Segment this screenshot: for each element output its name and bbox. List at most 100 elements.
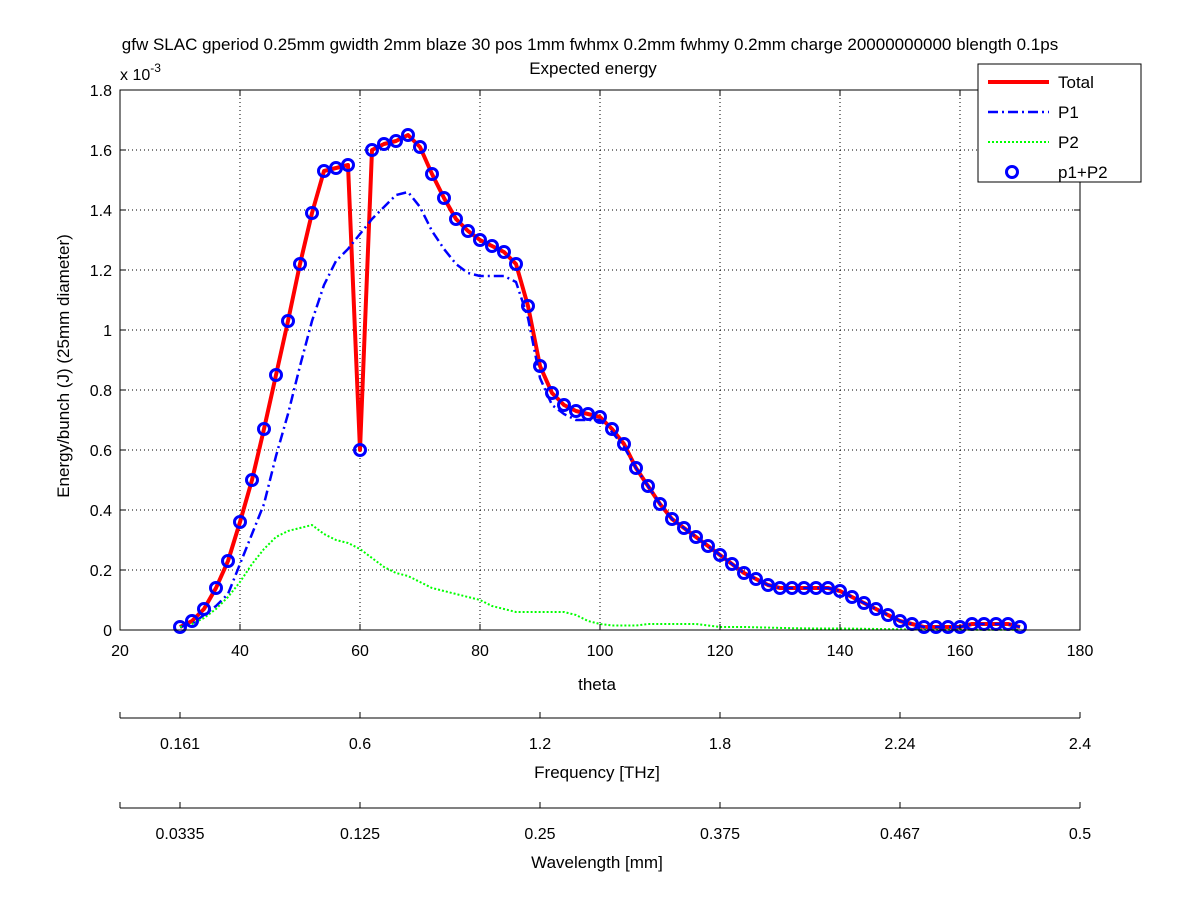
data-point-p1-p2	[533, 359, 547, 373]
data-point-p1-p2	[185, 614, 199, 628]
y-tick-label: 1	[103, 323, 112, 340]
data-point-p1-p2	[593, 410, 607, 424]
data-point-p1-p2	[641, 479, 655, 493]
data-point-p1-p2	[341, 158, 355, 172]
data-point-p1-p2	[473, 233, 487, 247]
data-point-p1-p2	[257, 422, 271, 436]
data-point-p1-p2	[557, 398, 571, 412]
secondary-tick-label: 1.2	[529, 736, 551, 753]
y-tick-label: 0.4	[90, 503, 112, 520]
data-point-p1-p2	[353, 443, 367, 457]
secondary-axis-2: 0.0335 0.125 0.25 0.375 0.467 0.5 Wavelength […	[119, 802, 1091, 872]
data-point-p1-p2	[737, 566, 751, 580]
data-point-p1-p2	[1013, 620, 1027, 634]
data-point-p1-p2	[365, 143, 379, 157]
x-axis-label: theta	[578, 675, 616, 694]
secondary-tick-label: 0.5	[1069, 826, 1091, 843]
x-tick-label: 140	[827, 643, 854, 660]
data-point-p1-p2	[449, 212, 463, 226]
y-axis-label: Energy/bunch (J) (25mm diameter)	[54, 234, 73, 498]
x-tick-label: 160	[947, 643, 974, 660]
data-point-p1-p2	[197, 602, 211, 616]
secondary-tick-label: 2.24	[884, 736, 915, 753]
data-point-p1-p2	[881, 608, 895, 622]
y-tick-label: 1.2	[90, 263, 112, 280]
data-point-p1-p2	[581, 407, 595, 421]
secondary-axis-label: Frequency [THz]	[534, 763, 660, 782]
legend-marker-p1-p2	[1005, 165, 1019, 179]
data-point-p1-p2	[509, 257, 523, 271]
data-point-p1-p2	[233, 515, 247, 529]
legend-label-p1-p2: p1+P2	[1058, 163, 1108, 182]
grid-lines	[120, 90, 1080, 630]
data-point-p1-p2	[521, 299, 535, 313]
y-tick-label: 0	[103, 623, 112, 640]
secondary-axis-label: Wavelength [mm]	[531, 853, 663, 872]
data-point-p1-p2	[461, 224, 475, 238]
data-point-p1-p2	[953, 620, 967, 634]
x-tick-label: 180	[1067, 643, 1094, 660]
y-tick-label: 0.6	[90, 443, 112, 460]
secondary-axis-1: 0.161 0.6 1.2 1.8 2.24 2.4 Frequency [THz]	[119, 712, 1091, 782]
data-point-p1-p2	[689, 530, 703, 544]
secondary-tick-label: 0.467	[880, 826, 920, 843]
secondary-tick-label: 1.8	[709, 736, 731, 753]
data-point-p1-p2	[761, 578, 775, 592]
y-tick-label: 1.4	[90, 203, 112, 220]
x-tick-label: 100	[587, 643, 614, 660]
axis-ticks: 20 40 60 80 100 120 140 160 180 0 0.2 0.4 0.6 0.8 1 1.2…	[90, 83, 1094, 660]
data-point-p1-p2	[569, 404, 583, 418]
data-point-p1-p2	[437, 191, 451, 205]
chart-subtitle: Expected energy	[529, 59, 657, 78]
data-point-p1-p2	[269, 368, 283, 382]
secondary-tick-label: 0.6	[349, 736, 371, 753]
data-point-p1-p2	[497, 245, 511, 259]
x-tick-label: 80	[471, 643, 489, 660]
secondary-tick-label: 0.375	[700, 826, 740, 843]
data-point-p1-p2	[317, 164, 331, 178]
legend: Total P1 P2 p1+P2	[977, 63, 1142, 183]
legend-label-p1: P1	[1058, 103, 1079, 122]
y-tick-label: 1.8	[90, 83, 112, 100]
data-point-p1-p2	[821, 581, 835, 595]
x-tick-label: 60	[351, 643, 369, 660]
x-tick-label: 40	[231, 643, 249, 660]
series-p1-p2-markers	[173, 128, 1027, 634]
chart-title: gfw SLAC gperiod 0.25mm gwidth 2mm blaze…	[122, 35, 1058, 54]
data-point-p1-p2	[893, 614, 907, 628]
data-point-p1-p2	[665, 512, 679, 526]
data-point-p1-p2	[305, 206, 319, 220]
y-tick-label: 1.6	[90, 143, 112, 160]
data-point-p1-p2	[221, 554, 235, 568]
data-point-p1-p2	[845, 590, 859, 604]
data-point-p1-p2	[617, 437, 631, 451]
data-point-p1-p2	[869, 602, 883, 616]
data-point-p1-p2	[605, 422, 619, 436]
series-p2-line	[179, 524, 1020, 631]
data-point-p1-p2	[545, 386, 559, 400]
data-point-p1-p2	[329, 161, 343, 175]
data-point-p1-p2	[209, 581, 223, 595]
y-tick-label: 0.8	[90, 383, 112, 400]
data-point-p1-p2	[245, 473, 259, 487]
data-point-p1-p2	[629, 461, 643, 475]
secondary-tick-label: 0.25	[524, 826, 555, 843]
data-point-p1-p2	[401, 128, 415, 142]
secondary-tick-label: 0.125	[340, 826, 380, 843]
data-point-p1-p2	[677, 521, 691, 535]
data-point-p1-p2	[377, 137, 391, 151]
data-point-p1-p2	[833, 584, 847, 598]
data-point-p1-p2	[725, 557, 739, 571]
series-layer	[173, 128, 1027, 634]
data-point-p1-p2	[425, 167, 439, 181]
secondary-tick-label: 2.4	[1069, 736, 1091, 753]
secondary-tick-label: 0.161	[160, 736, 200, 753]
data-point-p1-p2	[701, 539, 715, 553]
y-tick-label: 0.2	[90, 563, 112, 580]
data-point-p1-p2	[413, 140, 427, 154]
data-point-p1-p2	[857, 596, 871, 610]
secondary-axes: 0.161 0.6 1.2 1.8 2.24 2.4 Frequency [THz] 0.03…	[119, 712, 1091, 872]
y-exponent-label: x 10-3	[120, 61, 161, 84]
data-point-p1-p2	[485, 239, 499, 253]
